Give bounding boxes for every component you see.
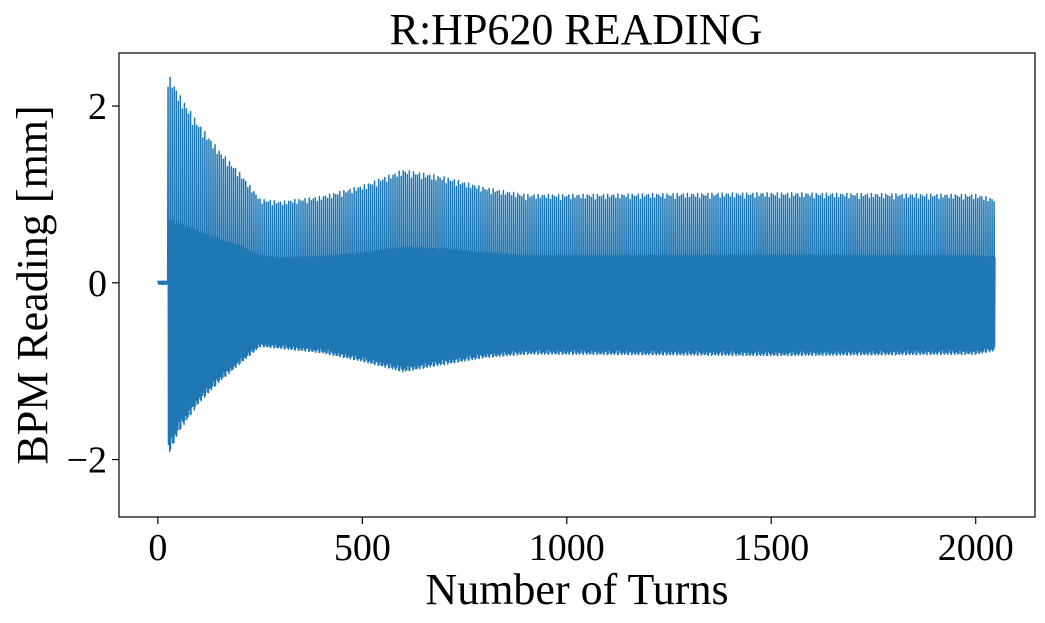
y-tick-label: −2 xyxy=(67,440,107,482)
series-line-0 xyxy=(157,76,996,453)
plot-frame xyxy=(118,52,1036,518)
y-axis-label: BPM Reading [mm] xyxy=(8,105,57,464)
chart-title: R:HP620 READING xyxy=(390,5,763,54)
x-axis-label: Number of Turns xyxy=(425,565,728,614)
y-axis: −2 0 2 xyxy=(67,86,119,482)
x-tick-label: 1000 xyxy=(529,527,605,569)
x-tick-label: 500 xyxy=(334,527,391,569)
x-tick-label: 0 xyxy=(148,527,167,569)
x-tick-label: 2000 xyxy=(938,527,1014,569)
x-axis: 0 500 1000 1500 2000 xyxy=(148,517,1014,569)
x-tick-label: 1500 xyxy=(733,527,809,569)
y-tick-label: 2 xyxy=(88,86,107,128)
series-layer xyxy=(157,76,996,453)
y-tick-label: 0 xyxy=(88,263,107,305)
